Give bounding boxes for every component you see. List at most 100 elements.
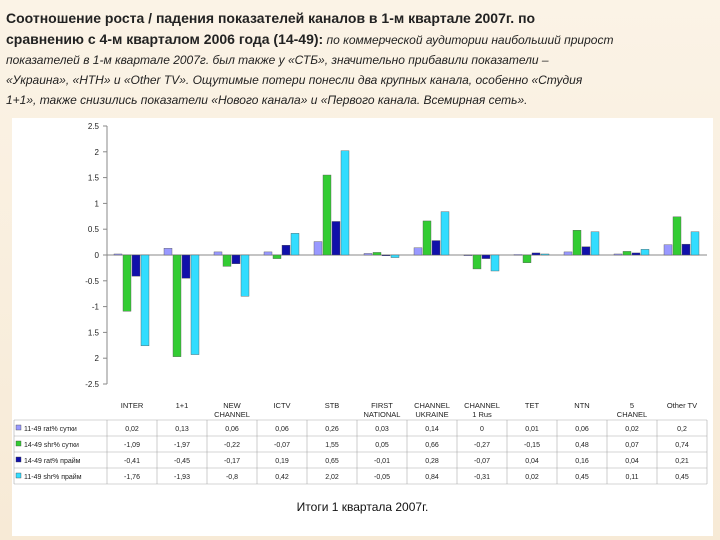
table-value: 0,45 [675, 474, 689, 481]
table-value: 0 [480, 426, 484, 433]
table-value: 0,16 [575, 458, 589, 465]
category-label: NATIONAL [364, 410, 401, 419]
bar [422, 220, 432, 256]
bar [440, 211, 450, 256]
category-label: UKRAINE [415, 410, 448, 419]
bar [481, 254, 491, 259]
bar [331, 221, 341, 256]
table-value: 0,02 [625, 426, 639, 433]
bar [290, 233, 300, 256]
bar [281, 244, 291, 256]
category-label: CHANNEL [464, 401, 500, 410]
title-bold-2: сравнению с 4-м кварталом 2006 года (14-… [6, 31, 324, 47]
table-value: 1,55 [325, 442, 339, 449]
table-value: -0,17 [224, 458, 240, 465]
header-line-1: Соотношение роста / падения показателей … [6, 8, 712, 29]
bar [340, 150, 350, 256]
bar [513, 254, 523, 256]
header-text: Соотношение роста / падения показателей … [6, 8, 712, 110]
bar [672, 216, 682, 256]
bar [213, 251, 223, 256]
category-label: Other TV [667, 401, 697, 410]
bar [413, 247, 423, 256]
bar [313, 241, 323, 256]
table-value: 0,66 [425, 442, 439, 449]
bar [622, 251, 632, 256]
bar [563, 251, 573, 256]
table-value: -1,97 [174, 442, 190, 449]
title-italic-3: «Украина», «НТН» и «Other TV». Ощутимые … [6, 73, 583, 87]
table-value: 0,26 [325, 426, 339, 433]
bar [140, 254, 150, 347]
table-value: 0,11 [625, 474, 638, 481]
legend-label: 14-49 rat% прайм [24, 457, 81, 465]
legend-swatch [15, 472, 22, 479]
y-tick-label: -2.5 [85, 380, 99, 389]
legend-swatch [15, 440, 22, 447]
table-value: 0,06 [275, 426, 289, 433]
table-value: 0,74 [675, 442, 689, 449]
bar [131, 254, 141, 277]
bar [690, 231, 700, 256]
category-label: 5 [630, 401, 634, 410]
table-value: -1,93 [174, 474, 190, 481]
table-value: 2,02 [325, 474, 339, 481]
table-value: -0,27 [474, 442, 490, 449]
bar [390, 254, 400, 258]
bar [613, 253, 623, 256]
bar [113, 253, 123, 256]
bar [122, 254, 132, 312]
table-value: -0,07 [474, 458, 490, 465]
category-label: TET [525, 401, 540, 410]
bar [322, 174, 332, 256]
bar [363, 253, 373, 256]
category-label: CHANNEL [414, 401, 450, 410]
legend-label: 14-49 shr% сутки [24, 442, 79, 449]
bar [681, 243, 691, 256]
y-tick-label: -1 [92, 303, 100, 312]
y-tick-label: 0 [95, 251, 100, 260]
y-tick-label: 2 [95, 148, 100, 157]
bar [381, 254, 391, 257]
bar [572, 230, 582, 256]
table-value: 0,2 [677, 426, 687, 433]
table-value: 0,06 [575, 426, 589, 433]
bar [163, 248, 173, 256]
y-tick-label: 1.5 [88, 174, 100, 183]
table-value: 0,04 [525, 458, 539, 465]
table-value: -1,76 [124, 474, 140, 481]
table-value: -0,41 [124, 458, 140, 465]
table-value: 0,06 [225, 426, 239, 433]
bar [663, 244, 673, 256]
bar [540, 253, 550, 256]
category-label: CHANEL [617, 410, 647, 419]
title-italic-1: по коммерческой аудитории наибольший при… [323, 33, 614, 47]
bar [531, 252, 541, 256]
table-value: 0,03 [375, 426, 389, 433]
table-value: 0,42 [275, 474, 289, 481]
category-label: NEW [223, 401, 241, 410]
chart-caption: Итоги 1 квартала 2007г. [296, 500, 429, 514]
y-tick-label: 1.5 [88, 328, 100, 337]
table-value: 0,65 [325, 458, 339, 465]
table-value: -1,09 [124, 442, 140, 449]
title-italic-2: показателей в 1-м квартале 2007г. был та… [6, 53, 549, 67]
category-label: FIRST [371, 401, 393, 410]
bar [581, 246, 591, 256]
table-value: 0,02 [525, 474, 539, 481]
table-value: 0,45 [575, 474, 589, 481]
category-label: 1 Rus [472, 410, 492, 419]
title-bold-1: Соотношение роста / падения показателей … [6, 10, 536, 26]
table-value: 0,28 [425, 458, 439, 465]
table-value: -0,22 [224, 442, 240, 449]
y-tick-label: 2.5 [88, 122, 100, 131]
bar [490, 254, 500, 272]
bar [472, 254, 482, 270]
title-italic-4: 1+1», также снизились показатели «Нового… [6, 93, 528, 107]
bar [372, 252, 382, 256]
bar [172, 254, 182, 357]
table-value: -0,05 [374, 474, 390, 481]
chart-panel: 2.5 2 1.5 1 0.5 0 -0.5 -1 1.5 2 -2.5 INTER 1+1 NEW CHA… [12, 118, 713, 536]
category-label: ICTV [273, 401, 290, 410]
